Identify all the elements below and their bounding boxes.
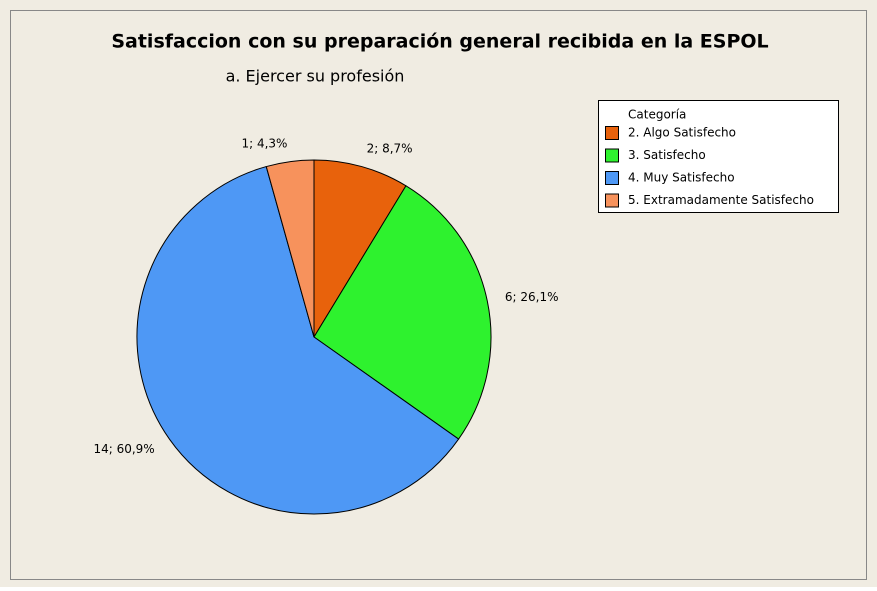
slice-label: 14; 60,9% — [93, 442, 154, 456]
chart-subtitle: a. Ejercer su profesión — [226, 67, 405, 86]
slice-label: 2; 8,7% — [367, 142, 413, 156]
pie-slice — [313, 159, 407, 339]
pie-slice — [265, 159, 315, 338]
legend-title: Categoría — [628, 108, 686, 122]
pie-slice — [136, 165, 460, 515]
slice-label: 6; 26,1% — [505, 290, 559, 304]
legend-swatch — [605, 126, 619, 140]
pie-slice — [313, 185, 492, 440]
legend-label: 3. Satisfecho — [628, 148, 706, 162]
chart-title: Satisfaccion con su preparación general … — [111, 31, 768, 53]
legend-label: 2. Algo Satisfecho — [628, 126, 736, 140]
legend-label: 5. Extramadamente Satisfecho — [628, 193, 814, 207]
legend-swatch — [605, 193, 619, 208]
legend-swatch — [605, 148, 619, 163]
frame — [10, 10, 867, 580]
legend-swatch — [605, 171, 619, 185]
legend-label: 4. Muy Satisfecho — [628, 171, 735, 185]
slice-label: 1; 4,3% — [241, 136, 287, 150]
legend-box — [598, 100, 839, 213]
